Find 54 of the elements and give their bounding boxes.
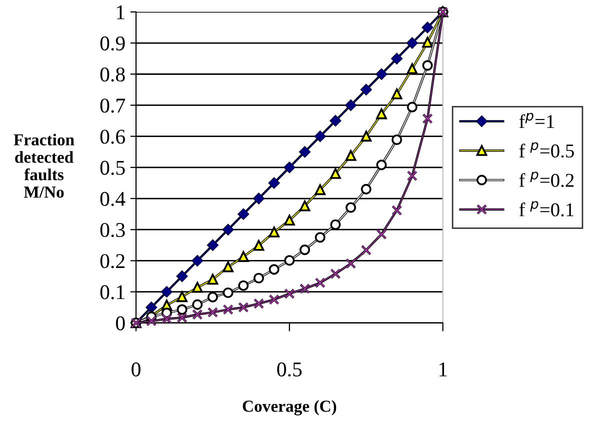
y-tick-label: 0.5 <box>100 160 125 175</box>
point <box>330 168 341 179</box>
point <box>360 184 372 194</box>
y-tick-label: 0.3 <box>100 222 125 238</box>
point <box>422 37 433 48</box>
y-tick-label: 0.9 <box>100 36 125 51</box>
y-axis-title: Fraction detected faults M/No <box>14 134 74 198</box>
point <box>207 274 218 285</box>
point <box>268 264 280 275</box>
legend-label: f $^{p}$=0.2 <box>519 172 574 188</box>
point <box>284 215 295 226</box>
y-tick-label: 0 <box>116 316 125 330</box>
y-tick-label: 0.7 <box>100 98 126 113</box>
y-tick-label: 1 <box>117 5 124 20</box>
point <box>346 150 356 161</box>
x-axis-title: Coverage (C) <box>242 400 336 416</box>
point <box>207 292 218 302</box>
point <box>406 102 418 112</box>
point <box>376 108 387 120</box>
point <box>238 251 249 262</box>
x-tick-label: 1 <box>439 362 447 376</box>
legend-label: f$^{p}$=1 <box>519 112 554 128</box>
point <box>300 244 310 256</box>
point <box>238 280 249 291</box>
y-tick-label: 0.1 <box>100 285 124 300</box>
point <box>392 88 402 100</box>
y-tick-label: 0.6 <box>100 130 125 144</box>
point <box>222 262 234 272</box>
legend-label: f $^{p}$=0.5 <box>519 142 574 158</box>
point <box>406 64 418 74</box>
point <box>330 219 341 230</box>
point <box>222 287 234 298</box>
x-tick-label: 0.5 <box>277 362 302 377</box>
point <box>192 299 203 310</box>
x-tick-label: 0 <box>132 362 140 376</box>
point <box>314 184 326 196</box>
point <box>176 292 188 302</box>
point <box>314 232 326 243</box>
y-tick-label: 0.8 <box>100 68 125 82</box>
point <box>253 272 264 284</box>
point <box>176 304 188 315</box>
y-tick-label: 0.4 <box>100 192 126 206</box>
point <box>300 200 310 212</box>
point <box>192 282 203 293</box>
point <box>376 160 387 170</box>
point <box>422 60 433 71</box>
point <box>268 226 280 238</box>
point <box>253 240 264 251</box>
y-tick-label: 0.2 <box>100 254 124 268</box>
point <box>346 202 356 213</box>
point <box>392 134 402 146</box>
point <box>284 255 295 266</box>
point <box>360 131 372 142</box>
legend-label: f $^{p}$=0.1 <box>519 201 574 216</box>
